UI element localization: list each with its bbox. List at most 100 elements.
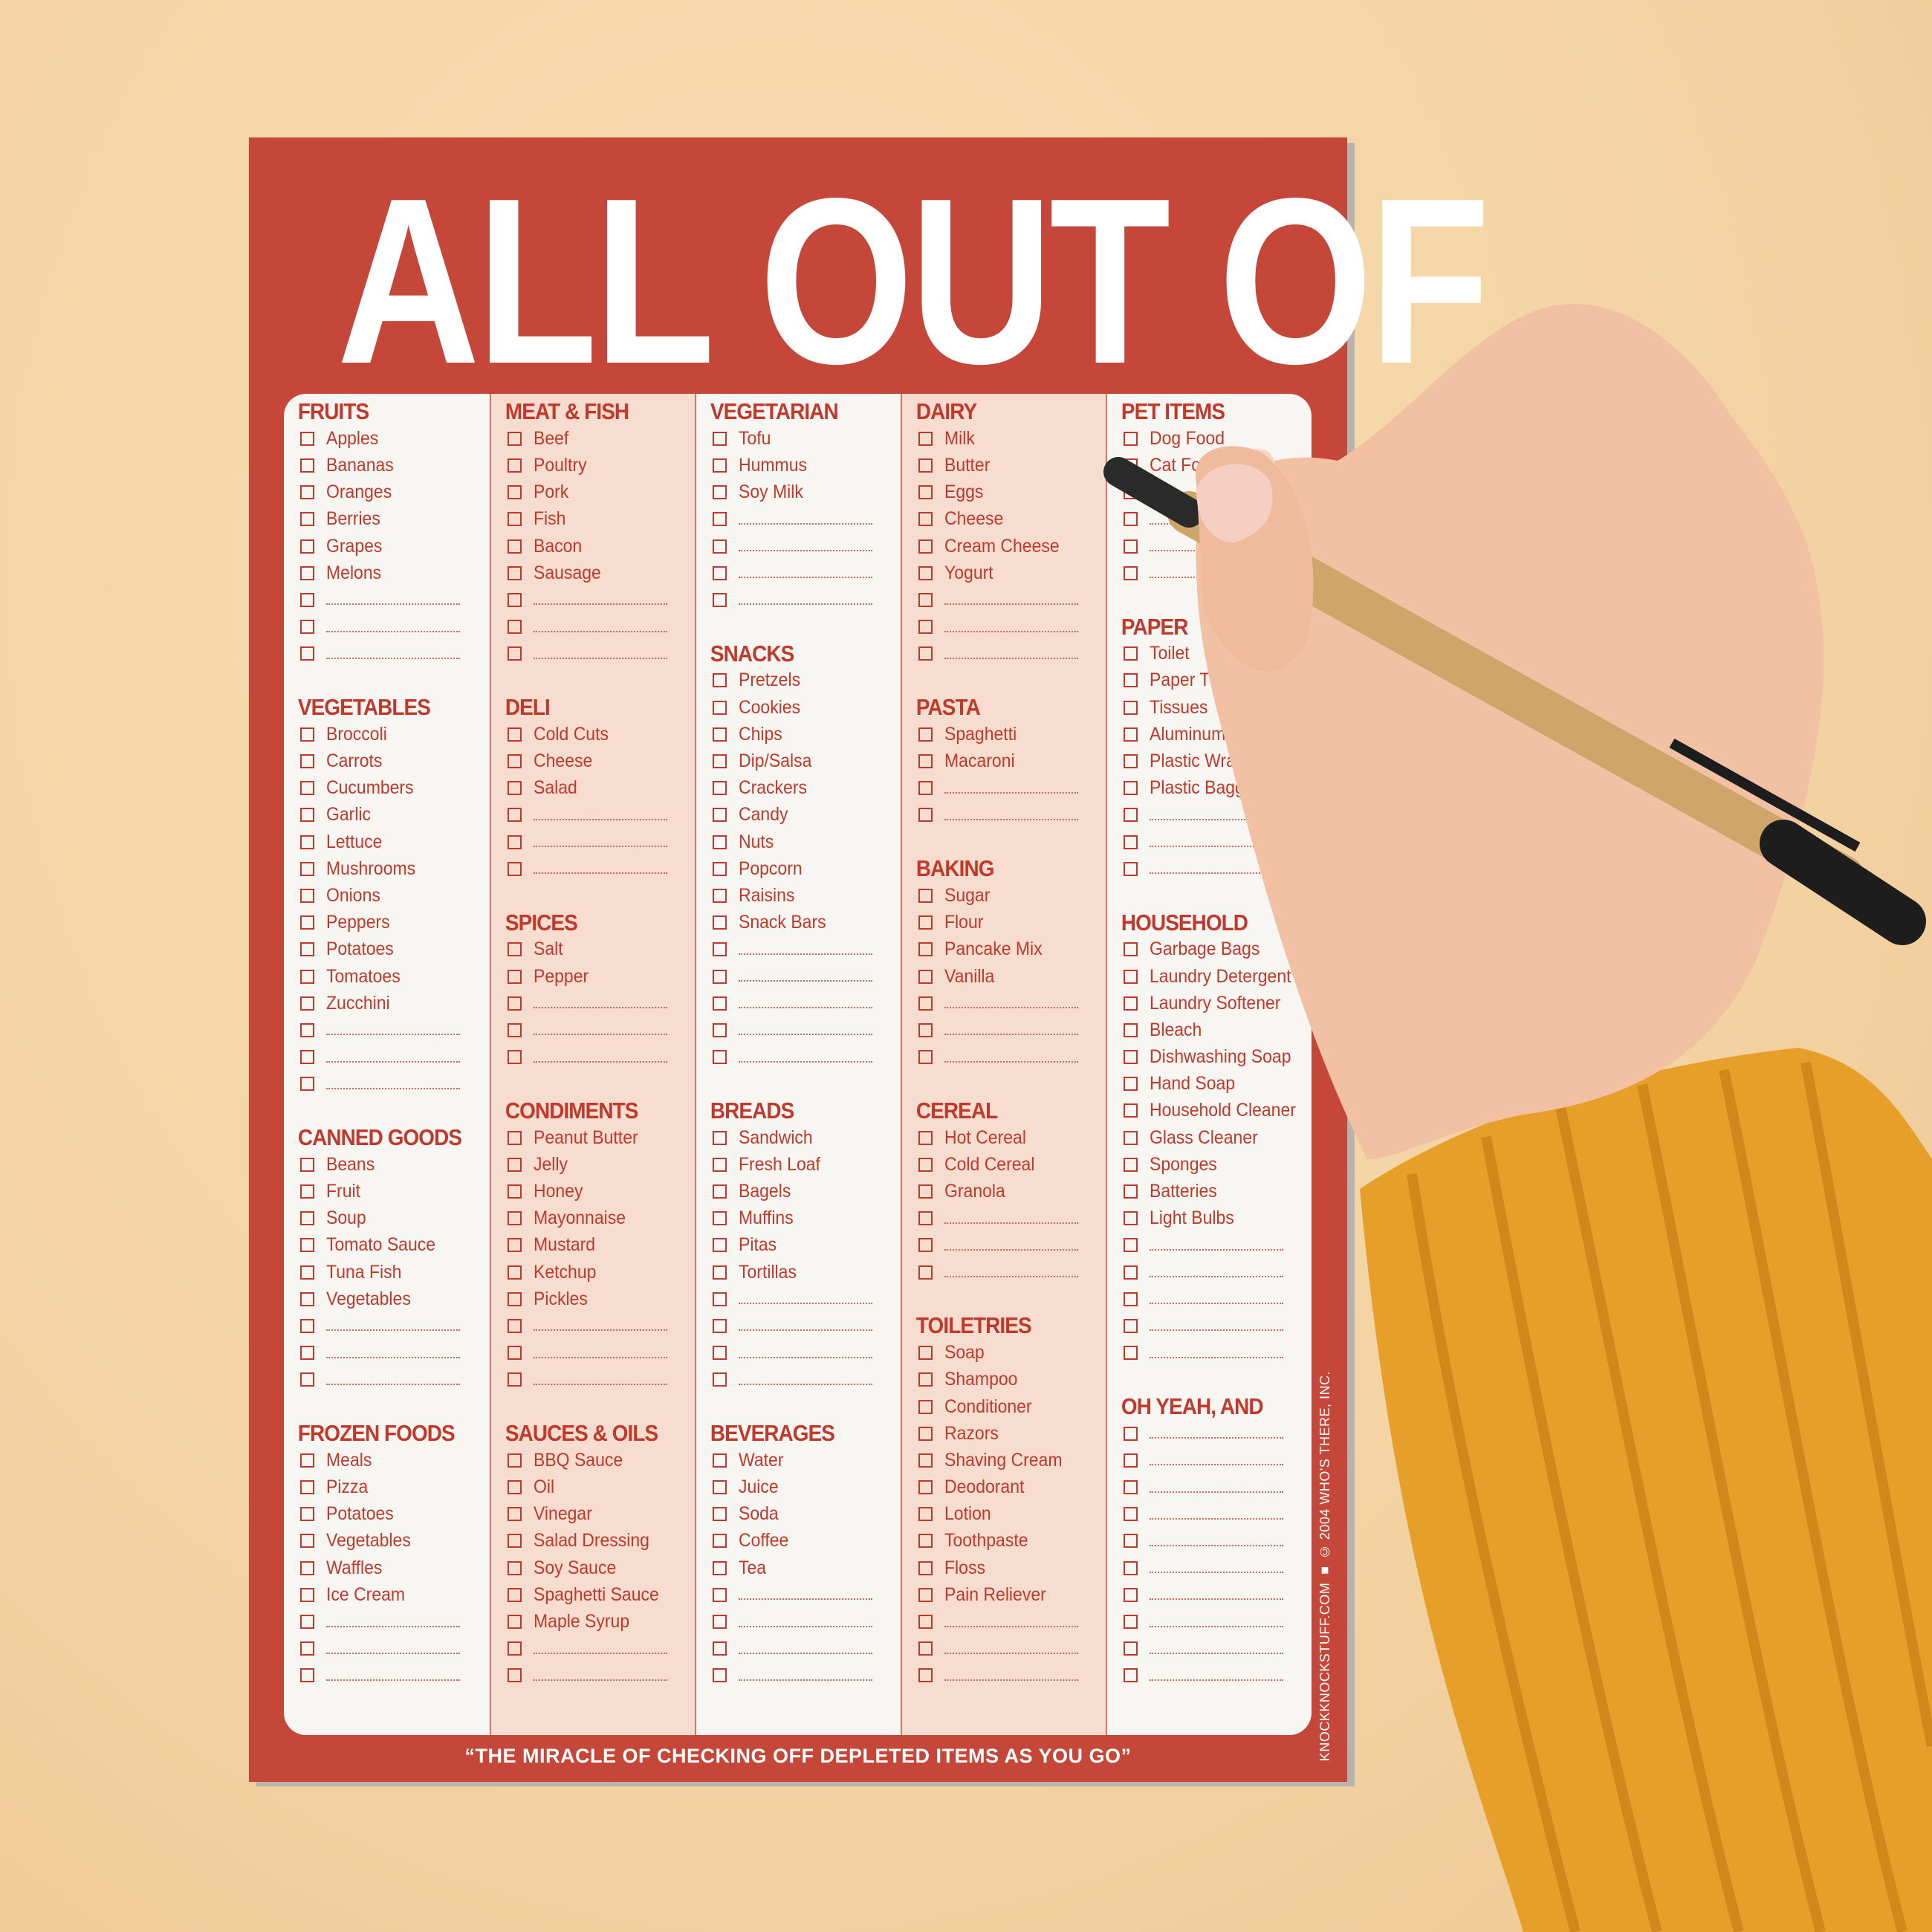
checkbox[interactable] xyxy=(1124,942,1138,957)
write-in-line[interactable] xyxy=(533,1383,667,1385)
write-in-line[interactable] xyxy=(326,1679,460,1681)
blank-checklist-item[interactable] xyxy=(284,1017,490,1043)
write-in-line[interactable] xyxy=(533,630,667,632)
checkbox[interactable] xyxy=(300,1265,314,1280)
blank-checklist-item[interactable] xyxy=(1107,1555,1312,1581)
checkbox[interactable] xyxy=(300,1077,314,1092)
checklist-item[interactable]: Sugar xyxy=(902,882,1106,909)
checkbox[interactable] xyxy=(1124,1641,1138,1656)
checkbox[interactable] xyxy=(507,996,522,1011)
checkbox[interactable] xyxy=(507,1291,522,1306)
checkbox[interactable] xyxy=(918,1265,933,1280)
blank-checklist-item[interactable] xyxy=(491,1044,696,1071)
checkbox[interactable] xyxy=(918,1372,933,1387)
checkbox[interactable] xyxy=(713,861,727,876)
checkbox[interactable] xyxy=(507,1238,522,1253)
checkbox[interactable] xyxy=(918,942,933,957)
blank-checklist-item[interactable] xyxy=(1107,1447,1312,1474)
checkbox[interactable] xyxy=(300,888,314,903)
checklist-item[interactable]: Yogurt xyxy=(902,560,1106,586)
checkbox[interactable] xyxy=(300,485,314,500)
checklist-item[interactable]: Coffee xyxy=(696,1528,901,1555)
write-in-line[interactable] xyxy=(1150,1679,1284,1681)
checklist-item[interactable]: Dog Food xyxy=(1107,425,1312,452)
write-in-line[interactable] xyxy=(1150,1437,1284,1439)
blank-checklist-item[interactable] xyxy=(902,1232,1106,1259)
checkbox[interactable] xyxy=(918,592,933,607)
checkbox[interactable] xyxy=(713,1022,727,1037)
checkbox[interactable] xyxy=(300,1238,314,1253)
blank-checklist-item[interactable] xyxy=(696,1581,901,1608)
checkbox[interactable] xyxy=(300,1211,314,1226)
checklist-item[interactable]: Tuna Fish xyxy=(284,1259,490,1286)
checkbox[interactable] xyxy=(918,1130,933,1145)
checkbox[interactable] xyxy=(918,781,933,796)
write-in-line[interactable] xyxy=(533,1060,667,1063)
checklist-item[interactable]: Shampoo xyxy=(902,1367,1106,1393)
checklist-item[interactable]: Apples xyxy=(284,425,490,452)
checklist-item[interactable]: Fish xyxy=(491,506,696,533)
checkbox[interactable] xyxy=(300,915,314,930)
checklist-item[interactable]: Tissues xyxy=(1107,694,1312,721)
write-in-line[interactable] xyxy=(533,1679,667,1681)
blank-checklist-item[interactable] xyxy=(284,1340,490,1367)
checkbox[interactable] xyxy=(300,565,314,580)
checklist-item[interactable]: Laundry Softener xyxy=(1107,990,1312,1017)
blank-checklist-item[interactable] xyxy=(696,533,901,560)
write-in-line[interactable] xyxy=(326,1060,460,1063)
write-in-line[interactable] xyxy=(739,1329,873,1332)
checkbox[interactable] xyxy=(918,1238,933,1253)
write-in-line[interactable] xyxy=(739,1356,873,1358)
checkbox[interactable] xyxy=(300,727,314,742)
blank-checklist-item[interactable] xyxy=(902,1259,1106,1286)
blank-checklist-item[interactable] xyxy=(902,775,1106,802)
blank-checklist-item[interactable] xyxy=(902,802,1106,829)
write-in-line[interactable] xyxy=(533,603,667,606)
checkbox[interactable] xyxy=(713,1238,727,1253)
checkbox[interactable] xyxy=(713,1534,727,1549)
checkbox[interactable] xyxy=(1124,1615,1138,1630)
checkbox[interactable] xyxy=(300,996,314,1011)
write-in-line[interactable] xyxy=(739,1625,873,1627)
blank-checklist-item[interactable] xyxy=(902,1017,1106,1043)
checklist-item[interactable]: Cat Fo xyxy=(1107,452,1312,479)
checklist-item[interactable]: Macaroni xyxy=(902,748,1106,774)
checkbox[interactable] xyxy=(300,1560,314,1575)
checklist-item[interactable]: Crackers xyxy=(696,775,901,802)
write-in-line[interactable] xyxy=(739,1034,873,1036)
checklist-item[interactable]: Bagels xyxy=(696,1178,901,1205)
checkbox[interactable] xyxy=(1124,485,1138,500)
checklist-item[interactable]: Potatoes xyxy=(284,936,490,963)
checkbox[interactable] xyxy=(713,1291,727,1306)
write-in-line[interactable] xyxy=(739,953,873,955)
checkbox[interactable] xyxy=(918,1615,933,1630)
blank-checklist-item[interactable] xyxy=(696,1286,901,1312)
blank-checklist-item[interactable] xyxy=(902,1662,1106,1689)
checkbox[interactable] xyxy=(918,888,933,903)
blank-checklist-item[interactable] xyxy=(284,1636,490,1662)
checkbox[interactable] xyxy=(713,1480,727,1495)
checkbox[interactable] xyxy=(300,1668,314,1683)
checklist-item[interactable]: Granola xyxy=(902,1178,1106,1205)
write-in-line[interactable] xyxy=(1150,846,1284,848)
checklist-item[interactable]: Poultry xyxy=(491,452,696,479)
checkbox[interactable] xyxy=(713,512,727,527)
checkbox[interactable] xyxy=(713,431,727,446)
checklist-item[interactable]: Sandwich xyxy=(696,1124,901,1151)
checkbox[interactable] xyxy=(1124,1130,1138,1145)
blank-checklist-item[interactable] xyxy=(1107,1636,1312,1662)
checkbox[interactable] xyxy=(918,1668,933,1683)
checklist-item[interactable]: Soy Milk xyxy=(696,479,901,506)
checkbox[interactable] xyxy=(918,915,933,930)
write-in-line[interactable] xyxy=(739,1679,873,1681)
checkbox[interactable] xyxy=(507,1318,522,1333)
checklist-item[interactable]: Honey xyxy=(491,1178,696,1205)
blank-checklist-item[interactable] xyxy=(1107,1259,1312,1286)
checkbox[interactable] xyxy=(1124,1077,1138,1092)
write-in-line[interactable] xyxy=(739,550,873,552)
checkbox[interactable] xyxy=(918,996,933,1011)
checkbox[interactable] xyxy=(918,754,933,769)
checkbox[interactable] xyxy=(507,1022,522,1037)
write-in-line[interactable] xyxy=(1150,1598,1284,1601)
checkbox[interactable] xyxy=(300,646,314,661)
